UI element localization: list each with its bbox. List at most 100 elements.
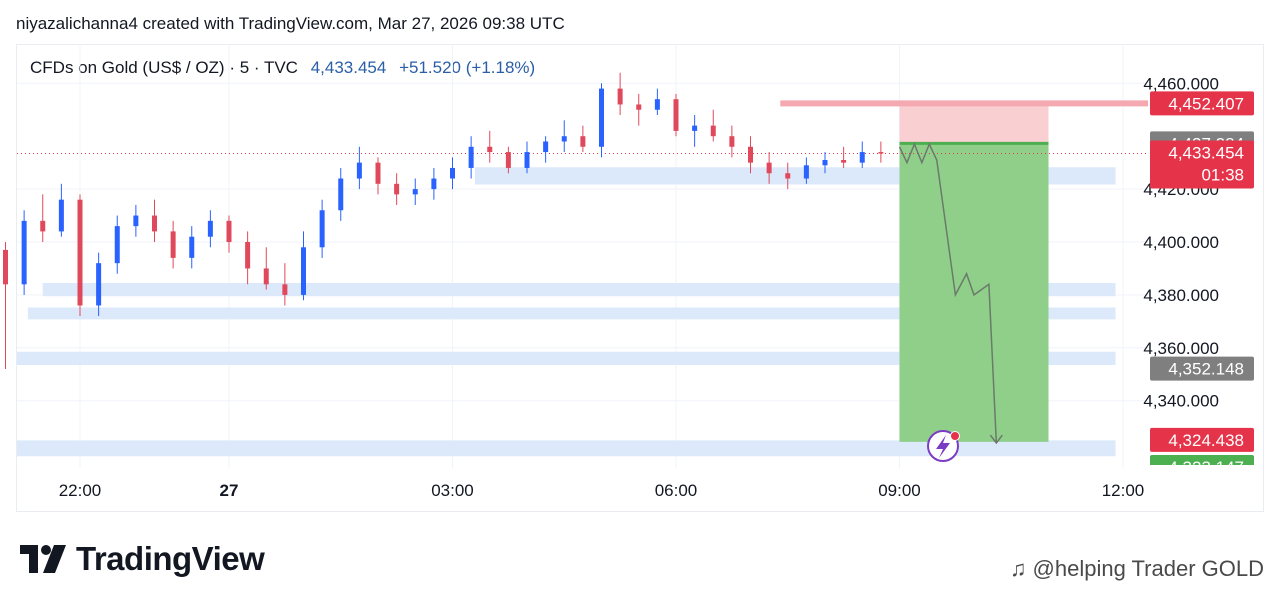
candle-body-11 xyxy=(207,220,213,237)
candle-body-22 xyxy=(412,189,418,195)
current-price-tag-text-0: 4,433.454 xyxy=(1168,144,1244,163)
stop-price-tag: 4,452.407 xyxy=(1150,91,1254,116)
candle-body-46 xyxy=(859,152,865,163)
current-price-tag-bg xyxy=(1150,140,1254,189)
brand-name: TradingView xyxy=(76,540,265,577)
support-zone-3 xyxy=(27,307,1116,320)
candle-body-45 xyxy=(841,160,847,163)
y-tick-label-0: 4,460.000 xyxy=(1143,74,1219,93)
candle-body-40 xyxy=(748,146,753,163)
x-tick-label-5: 12:00 xyxy=(1102,481,1145,500)
short-position-tool[interactable] xyxy=(17,100,1148,442)
chart-attribution: niyazalichanna4 created with TradingView… xyxy=(16,14,565,33)
candle-body-21 xyxy=(394,183,400,195)
candle-body-31 xyxy=(580,136,586,147)
candle-body-33 xyxy=(617,88,623,105)
projection-arrowhead xyxy=(989,434,1003,445)
support-zone-4 xyxy=(17,351,1116,365)
candle-body-9 xyxy=(170,231,176,258)
support-zone-5 xyxy=(17,440,1116,457)
candle-body-29 xyxy=(543,141,549,153)
candle-body-19 xyxy=(356,162,362,179)
candle-body-5 xyxy=(96,263,102,306)
candle-body-10 xyxy=(189,236,195,258)
y-tick-label-2: 4,400.000 xyxy=(1143,233,1219,252)
candle-body-3 xyxy=(58,199,64,232)
candle-body-25 xyxy=(468,146,474,168)
candle-body-6 xyxy=(114,226,120,264)
x-tick-label-0: 22:00 xyxy=(59,481,102,500)
mid-target-price-tag-text-0: 4,352.148 xyxy=(1168,360,1244,379)
alert-icon[interactable] xyxy=(927,430,960,462)
tradingview-brand[interactable]: TradingView xyxy=(18,540,265,578)
y-tick-label-5: 4,340.000 xyxy=(1143,392,1219,411)
watermark-text: @helping Trader GOLD xyxy=(1032,556,1264,581)
candle-body-44 xyxy=(822,160,828,166)
stop-price-tag-bg xyxy=(1150,91,1254,116)
candle-body-34 xyxy=(636,104,642,110)
x-tick-label-3: 06:00 xyxy=(655,481,698,500)
candle-body-4 xyxy=(77,199,83,306)
current-price-tag: 4,433.454 01:38 xyxy=(1150,140,1254,189)
chart-frame xyxy=(16,44,1264,512)
symbol-name: CFDs on Gold (US$ / OZ) · 5 · TVC xyxy=(30,58,298,77)
candle-body-24 xyxy=(450,167,455,179)
music-note-icon: ♫ xyxy=(1010,556,1027,581)
author-watermark: ♫ @helping Trader GOLD xyxy=(1010,556,1264,582)
target-price-tag: 4,324.438 xyxy=(1150,427,1254,452)
candle-body-16 xyxy=(301,247,306,295)
candle-body-20 xyxy=(375,162,381,184)
candle-body-43 xyxy=(803,165,809,179)
candle-body-42 xyxy=(785,173,791,179)
candle-body-12 xyxy=(226,220,232,242)
candle-body-30 xyxy=(561,136,567,142)
candle-body-47 xyxy=(878,152,884,154)
candle-body-23 xyxy=(431,178,437,190)
target-price-tag-bg xyxy=(1150,427,1254,452)
candle-body-28 xyxy=(524,152,530,168)
candle-body-38 xyxy=(710,125,716,137)
stop-loss-zone xyxy=(899,103,1049,144)
partial-price-tag-text: 4,323.147 xyxy=(1168,458,1244,477)
projection-line xyxy=(898,142,998,444)
time-axis[interactable]: 22:00 27 03:00 06:00 09:00 12:00 xyxy=(59,481,1145,500)
price-change: +51.520 (+1.18%) xyxy=(399,58,536,77)
candle-body-14 xyxy=(263,268,269,285)
candle-body-39 xyxy=(729,136,735,147)
candle-body-7 xyxy=(133,215,139,227)
candle-body-41 xyxy=(766,162,772,174)
candle-body-17 xyxy=(319,210,325,248)
partial-price-tag-bg xyxy=(1150,455,1254,465)
candle-body-35 xyxy=(654,99,660,110)
take-profit-zone xyxy=(899,143,1049,442)
last-price: 4,433.454 xyxy=(310,58,387,77)
tradingview-logo-icon xyxy=(20,545,66,573)
support-zone-2 xyxy=(42,282,1116,297)
x-tick-label-1: 27 xyxy=(220,481,239,500)
projection-path xyxy=(898,142,1003,445)
symbol-legend: CFDs on Gold (US$ / OZ) · 5 · TVC 4,433.… xyxy=(30,58,535,78)
partial-price-tag: 4,323.147 xyxy=(1150,455,1254,477)
y-tick-label-3: 4,380.000 xyxy=(1143,286,1219,305)
x-tick-label-4: 09:00 xyxy=(878,481,921,500)
target-price-tag-text-0: 4,324.438 xyxy=(1168,431,1244,450)
candle-body-32 xyxy=(599,88,604,147)
y-tick-label-4: 4,360.000 xyxy=(1143,339,1219,358)
mid-target-price-tag: 4,352.148 xyxy=(1150,356,1254,381)
mid-target-price-tag-bg xyxy=(1150,356,1254,381)
candle-body-36 xyxy=(673,99,679,131)
candle-body-15 xyxy=(282,284,288,295)
candle-body-18 xyxy=(338,178,344,211)
x-tick-label-2: 03:00 xyxy=(431,481,474,500)
stop-price-tag-text-0: 4,452.407 xyxy=(1168,94,1244,113)
candle-body-13 xyxy=(245,242,251,269)
candle-body-8 xyxy=(152,215,157,232)
price-tags: 4,452.4074,437.2844,433.45401:384,352.14… xyxy=(1150,91,1254,477)
candlestick-series xyxy=(3,72,884,369)
candle-body-37 xyxy=(692,125,698,131)
candle-body-0 xyxy=(3,249,8,285)
candle-body-1 xyxy=(21,220,27,285)
current-price-tag-text-1: 01:38 xyxy=(1201,166,1244,185)
candle-body-2 xyxy=(40,220,46,232)
